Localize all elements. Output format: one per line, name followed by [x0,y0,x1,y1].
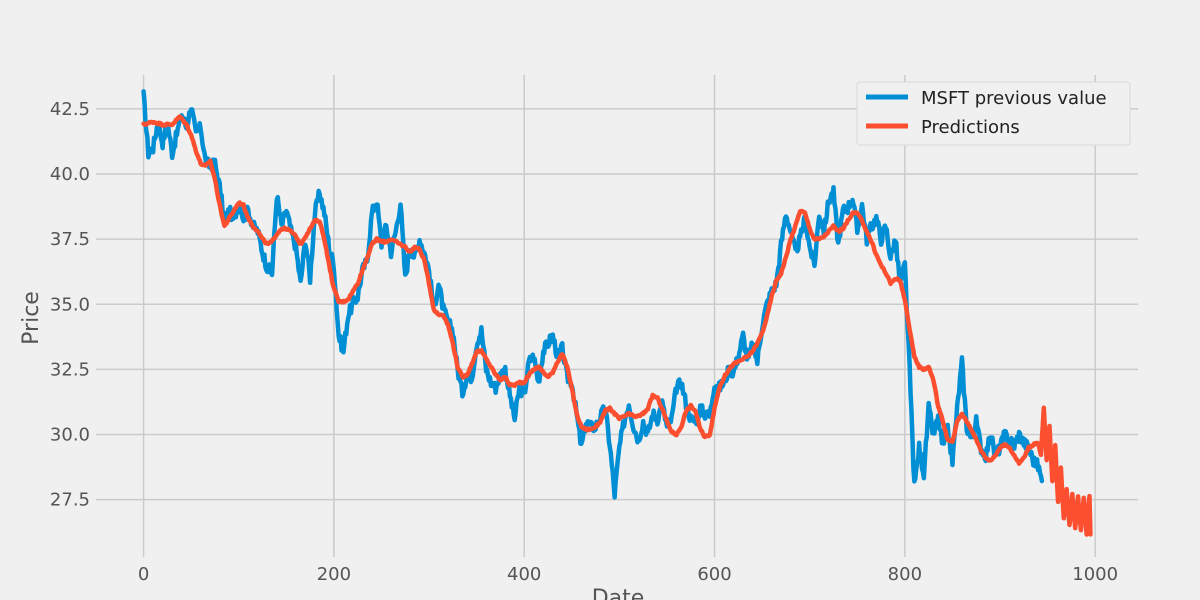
x-axis-label: Date [592,586,645,600]
y-tick-label: 40.0 [50,164,90,185]
y-tick-label: 30.0 [50,425,90,446]
tick-labels: 0 200 400 600 800 1000 27.5 30.0 32.5 35.0 37.5 40.… [50,99,1118,585]
y-tick-label: 37.5 [50,229,90,250]
data-lines [141,89,1093,537]
grid-lines [96,75,1138,557]
y-tick-label: 42.5 [50,99,90,120]
legend-label-predictions: Predictions [921,117,1020,138]
series-line-predictions [141,114,1093,537]
x-tick-label: 600 [697,564,731,585]
x-tick-label: 400 [507,564,541,585]
x-tick-label: 200 [317,564,351,585]
legend: MSFT previous value Predictions [856,81,1131,146]
x-tick-label: 1000 [1072,564,1118,585]
y-axis-label: Price [19,291,44,345]
x-tick-label: 800 [888,564,922,585]
y-tick-label: 32.5 [50,359,90,380]
x-tick-label: 0 [138,564,149,585]
legend-box [856,81,1131,146]
y-tick-label: 35.0 [50,294,90,315]
legend-label-msft: MSFT previous value [921,88,1107,109]
y-tick-label: 27.5 [50,490,90,511]
